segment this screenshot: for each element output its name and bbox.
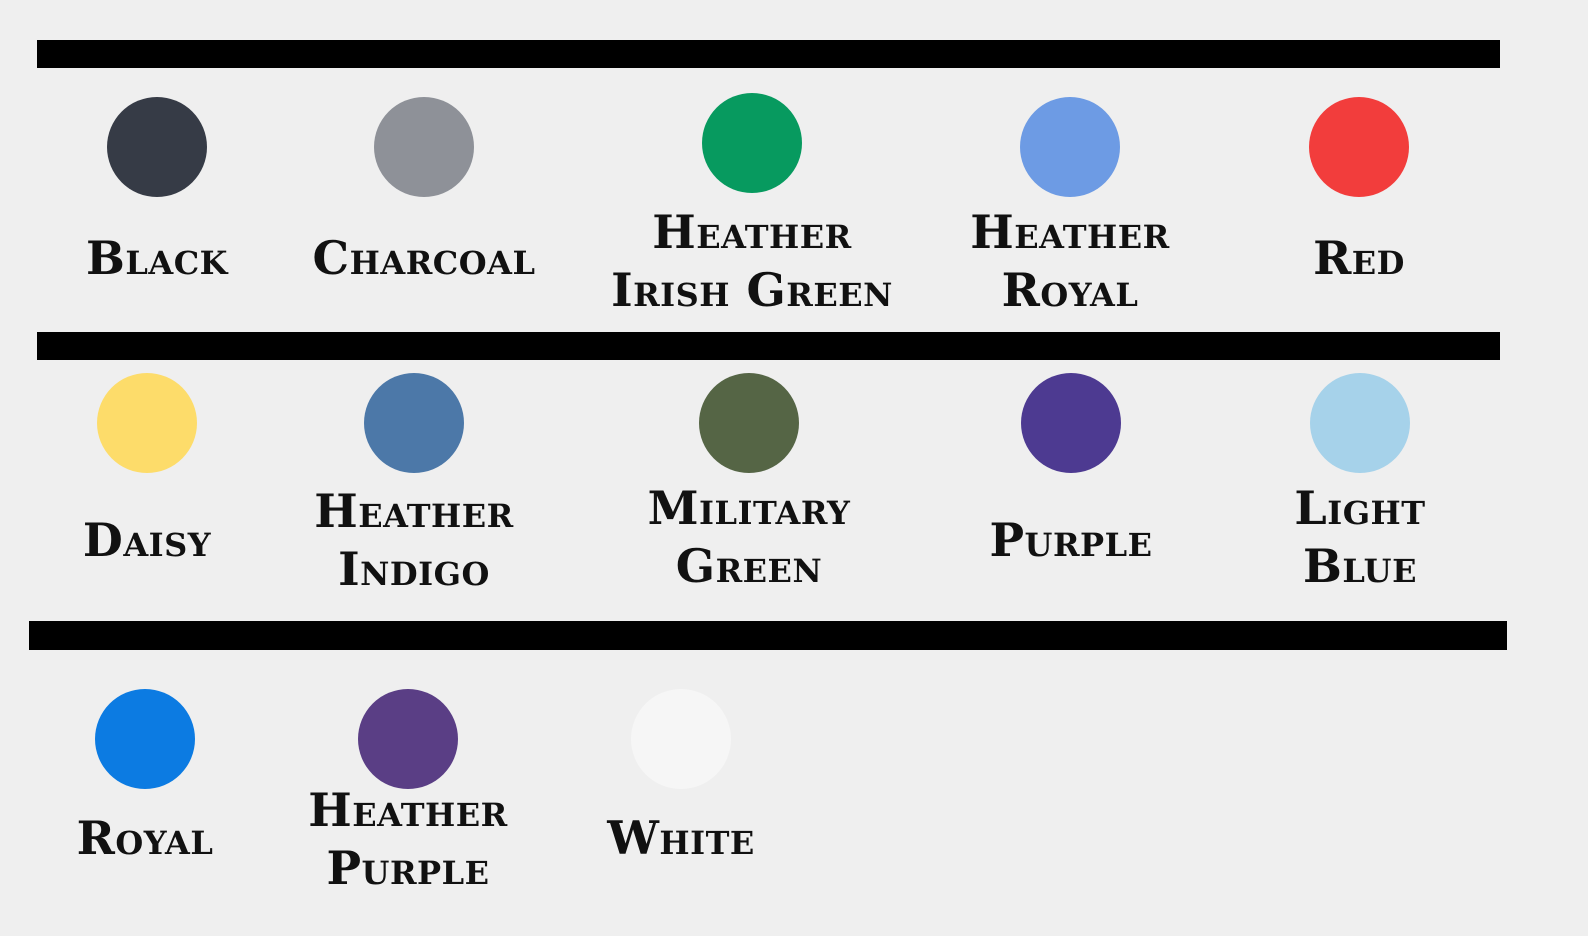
swatch-label: Heather Irish Green	[611, 205, 893, 317]
swatch-label: Heather Purple	[308, 783, 508, 895]
color-dot	[699, 373, 799, 473]
color-dot	[95, 689, 195, 789]
color-dot	[358, 689, 458, 789]
color-dot	[97, 373, 197, 473]
swatch-label: Daisy	[82, 513, 212, 567]
swatch-label: Light Blue	[1294, 481, 1426, 593]
swatch-label: Military Green	[647, 481, 851, 593]
color-dot	[702, 93, 802, 193]
color-dot	[364, 373, 464, 473]
swatch-label: Red	[1313, 231, 1405, 285]
swatch-label: White	[607, 811, 755, 865]
swatch-label: Charcoal	[312, 231, 536, 285]
swatch-label: Black	[86, 231, 228, 285]
divider-middle	[37, 332, 1500, 360]
color-dot	[1021, 373, 1121, 473]
swatch-label: Heather Royal	[970, 205, 1170, 317]
color-dot	[1309, 97, 1409, 197]
color-dot	[631, 689, 731, 789]
swatch-label: Purple	[989, 513, 1153, 567]
divider-bottom	[29, 621, 1507, 650]
color-dot	[1020, 97, 1120, 197]
swatch-label: Heather Indigo	[314, 484, 514, 596]
swatch-label: Royal	[76, 811, 214, 865]
color-dot	[107, 97, 207, 197]
color-dot	[1310, 373, 1410, 473]
divider-top	[37, 40, 1500, 68]
color-dot	[374, 97, 474, 197]
